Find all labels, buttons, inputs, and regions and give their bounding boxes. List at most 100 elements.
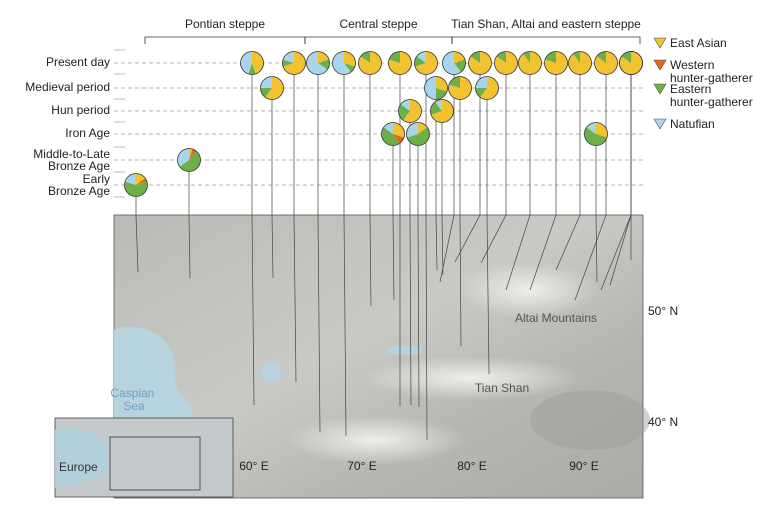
pie-slice-ehg — [282, 59, 294, 67]
pie-slice-natufian — [306, 51, 328, 75]
pie-slice-ehg — [414, 56, 426, 67]
pie-slice-ehg — [398, 104, 410, 121]
sample-leader-line — [293, 74, 297, 383]
pie-slice-east_asian — [454, 51, 465, 63]
period-label: Early Bronze Age — [48, 172, 110, 198]
legend-label: Natufian — [670, 117, 715, 131]
pie-slice-ehg — [318, 59, 330, 70]
sample-pies — [124, 51, 643, 197]
pie-outline — [475, 76, 499, 100]
pie-slice-ehg — [545, 51, 556, 63]
pie-slice-east_asian — [436, 76, 448, 92]
sample-leader-line — [439, 74, 455, 283]
legend-swatch — [653, 59, 667, 71]
sample-leader-line — [417, 145, 420, 408]
sample-leader-line — [369, 74, 372, 307]
place-label-altai: Altai Mountains — [515, 311, 597, 325]
pie-slice-east_asian — [494, 51, 518, 75]
pie-slice-ehg — [179, 150, 201, 172]
inset-extent-box — [109, 436, 201, 491]
pie-slice-ehg — [470, 51, 480, 63]
latitude-label: 40° N — [648, 415, 678, 429]
sample-pie — [388, 51, 412, 75]
sample-pie — [406, 122, 430, 146]
pie-slice-natufian — [400, 99, 410, 111]
latitude-label: 50° N — [648, 304, 678, 318]
sample-pie — [398, 99, 422, 123]
sample-pie — [468, 51, 492, 75]
sample-pie — [260, 76, 284, 100]
sample-leader-line — [392, 145, 395, 301]
pie-outline — [388, 51, 412, 75]
pie-slice-east_asian — [403, 99, 422, 123]
sample-leader-line — [425, 74, 428, 441]
period-label: Present day — [46, 55, 110, 69]
period-label: Middle-to-Late Bronze Age — [33, 147, 110, 173]
pie-slice-ehg — [596, 51, 606, 63]
pie-slice-east_asian — [318, 51, 329, 63]
pie-slice-natufian — [442, 51, 461, 75]
sample-pie — [442, 51, 466, 75]
sample-pie — [358, 51, 382, 75]
sample-leader-line — [317, 74, 321, 433]
legend-label: Western hunter-gatherer — [670, 58, 753, 85]
pie-outline — [619, 51, 643, 75]
pie-slice-ehg — [248, 63, 256, 75]
pie-outline — [584, 122, 608, 146]
pie-slice-natufian — [435, 99, 442, 111]
pie-slice-east_asian — [358, 51, 382, 75]
pie-outline — [240, 51, 264, 75]
place-label-europe: Europe — [59, 460, 98, 474]
period-label: Medieval period — [25, 80, 110, 94]
region-bracket — [304, 36, 453, 44]
pie-slice-natufian — [125, 173, 136, 185]
aral-sea-shape — [260, 363, 282, 382]
period-label: Iron Age — [65, 126, 110, 140]
legend-swatch — [653, 83, 667, 95]
pie-slice-natufian — [586, 122, 596, 134]
pie-slice-east_asian — [393, 122, 405, 138]
sample-leader-line — [435, 99, 438, 271]
sample-leader-lines — [135, 74, 632, 441]
pie-slice-natufian — [240, 51, 252, 74]
pie-slice-east_asian — [415, 51, 438, 75]
sample-pie — [177, 148, 201, 172]
pie-outline — [468, 51, 492, 75]
region-bracket — [451, 36, 641, 44]
pie-outline — [448, 76, 472, 100]
pie-outline — [406, 122, 430, 146]
pie-slice-natufian — [177, 148, 189, 167]
sample-leader-line — [188, 171, 191, 279]
sample-leader-line — [454, 74, 481, 263]
sample-pie — [475, 76, 499, 100]
pie-outline — [494, 51, 518, 75]
pie-slice-ehg — [430, 101, 442, 115]
sample-pie — [414, 51, 438, 75]
pie-outline — [177, 148, 201, 172]
pie-slice-ehg — [475, 88, 487, 98]
sample-pie — [240, 51, 264, 75]
pie-slice-whg — [189, 149, 196, 160]
sample-pie — [584, 122, 608, 146]
sample-pie — [424, 76, 448, 100]
longitude-label: 70° E — [347, 459, 376, 473]
sample-leader-line — [135, 196, 139, 273]
mountain-shading — [458, 262, 598, 318]
pie-slice-whg — [393, 134, 404, 144]
pie-slice-east_asian — [596, 122, 608, 138]
pie-slice-east_asian — [265, 76, 284, 100]
pie-slice-ehg — [573, 51, 580, 63]
sample-pie — [619, 51, 643, 75]
longitude-label: 80° E — [457, 459, 486, 473]
pie-slice-natufian — [416, 51, 426, 63]
pie-slice-ehg — [389, 51, 400, 63]
pie-slice-ehg — [381, 127, 400, 146]
pie-slice-ehg — [260, 88, 272, 98]
pie-slice-ehg — [449, 76, 460, 88]
sample-pie — [430, 99, 454, 123]
sample-pie — [494, 51, 518, 75]
sample-pie — [518, 51, 542, 75]
legend-label: Eastern hunter-gatherer — [670, 82, 753, 109]
inset-water-shape — [55, 428, 108, 488]
